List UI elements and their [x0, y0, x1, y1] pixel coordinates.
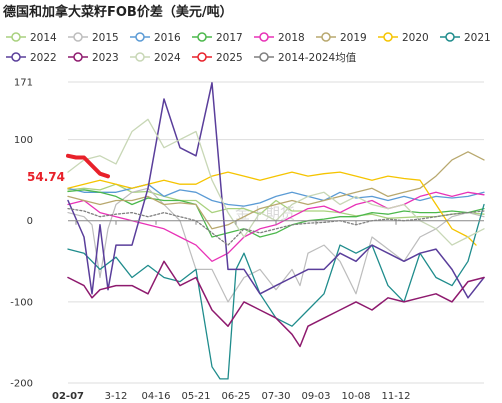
legend-swatch-marker	[197, 32, 207, 42]
series-3	[67, 189, 485, 238]
legend-label: 2023	[92, 52, 119, 64]
x-tick-label: 11-12	[381, 391, 410, 402]
series-11	[66, 153, 110, 179]
series-4	[67, 191, 485, 262]
legend-item[interactable]: 2021	[440, 32, 491, 44]
chart-axes: -200 -100 0 100 171 02-07 3-12 04-16 05-21 06-25 0…	[10, 78, 484, 402]
legend-label: 2024	[154, 52, 181, 64]
legend-label: 2020	[402, 32, 429, 44]
legend-label: 2022	[30, 52, 57, 64]
x-tick-label: 07-30	[261, 391, 290, 402]
series-line	[67, 207, 485, 246]
y-tick-label: 0	[27, 216, 33, 227]
legend-item[interactable]: 2015	[68, 32, 119, 44]
series-line	[67, 183, 485, 219]
series-line	[67, 203, 485, 380]
x-tick-label: 3-12	[105, 391, 128, 402]
y-tick-label: -100	[10, 297, 33, 308]
legend-item[interactable]: 2022	[6, 52, 57, 64]
watermark: 金十期货	[235, 205, 295, 223]
x-tick-label: 09-03	[301, 391, 330, 402]
chart-plot-area	[66, 82, 485, 380]
series-line	[67, 189, 485, 238]
legend-swatch-marker	[135, 32, 145, 42]
legend-item[interactable]: 2016	[130, 32, 181, 44]
legend-item[interactable]: 2014-2024均值	[254, 51, 357, 64]
x-tick-label: 05-21	[181, 391, 210, 402]
legend-item[interactable]: 2025	[192, 52, 243, 64]
legend-swatch-marker	[259, 32, 269, 42]
legend-swatch-marker	[11, 32, 21, 42]
legend-label: 2016	[154, 32, 181, 44]
series-line	[67, 260, 485, 348]
series-9	[67, 260, 485, 348]
series-line	[66, 153, 110, 179]
legend-label: 2014	[30, 32, 57, 44]
legend-item[interactable]: 2018	[254, 32, 305, 44]
legend-swatch-marker	[259, 52, 269, 62]
chart-grid	[68, 81, 484, 384]
legend-label: 2014-2024均值	[278, 51, 357, 64]
series-0	[67, 183, 485, 219]
series-8	[67, 82, 485, 299]
legend-item[interactable]: 2017	[192, 32, 243, 44]
x-tick-label: 06-25	[221, 391, 250, 402]
series-line	[67, 187, 485, 303]
series-7	[67, 203, 485, 380]
legend-swatch-marker	[197, 52, 207, 62]
legend-item[interactable]: 2020	[378, 32, 429, 44]
chart-title: 德国和加拿大菜籽FOB价差（美元/吨）	[3, 5, 233, 20]
series-line	[67, 171, 477, 246]
y-tick-label: 100	[14, 135, 33, 146]
x-tick-label: 04-16	[141, 391, 170, 402]
legend-label: 2021	[464, 32, 491, 44]
series-line	[67, 151, 485, 230]
legend-label: 2025	[216, 52, 243, 64]
legend-swatch-marker	[73, 52, 83, 62]
legend-item[interactable]: 2019	[316, 32, 367, 44]
x-tick-label: 10-08	[341, 391, 370, 402]
legend-swatch-marker	[11, 52, 21, 62]
series-line	[67, 191, 485, 262]
legend-swatch-marker	[321, 32, 331, 42]
y-tick-label: -200	[10, 379, 33, 390]
legend-label: 2017	[216, 32, 243, 44]
series-1	[67, 187, 485, 303]
legend-swatch-marker	[135, 52, 145, 62]
highlight-value-label: 54.74	[27, 170, 65, 184]
x-tick-label: 02-07	[52, 391, 84, 402]
legend-swatch-marker	[445, 32, 455, 42]
legend-swatch-marker	[383, 32, 393, 42]
series-12	[67, 207, 485, 246]
series-6	[67, 171, 477, 246]
watermark-text: 金十期货	[235, 205, 295, 223]
legend-item[interactable]: 2023	[68, 52, 119, 64]
legend-item[interactable]: 2014	[6, 32, 57, 44]
legend-label: 2018	[278, 32, 305, 44]
legend-swatch-marker	[73, 32, 83, 42]
chart-legend: 2014 2015 2016 2017 2018 2019 2020 2021 2022 2023…	[6, 32, 491, 64]
series-line	[67, 82, 485, 299]
legend-item[interactable]: 2024	[130, 52, 181, 64]
y-tick-label: 171	[14, 78, 33, 89]
legend-label: 2019	[340, 32, 367, 44]
legend-label: 2015	[92, 32, 119, 44]
series-5	[67, 151, 485, 230]
